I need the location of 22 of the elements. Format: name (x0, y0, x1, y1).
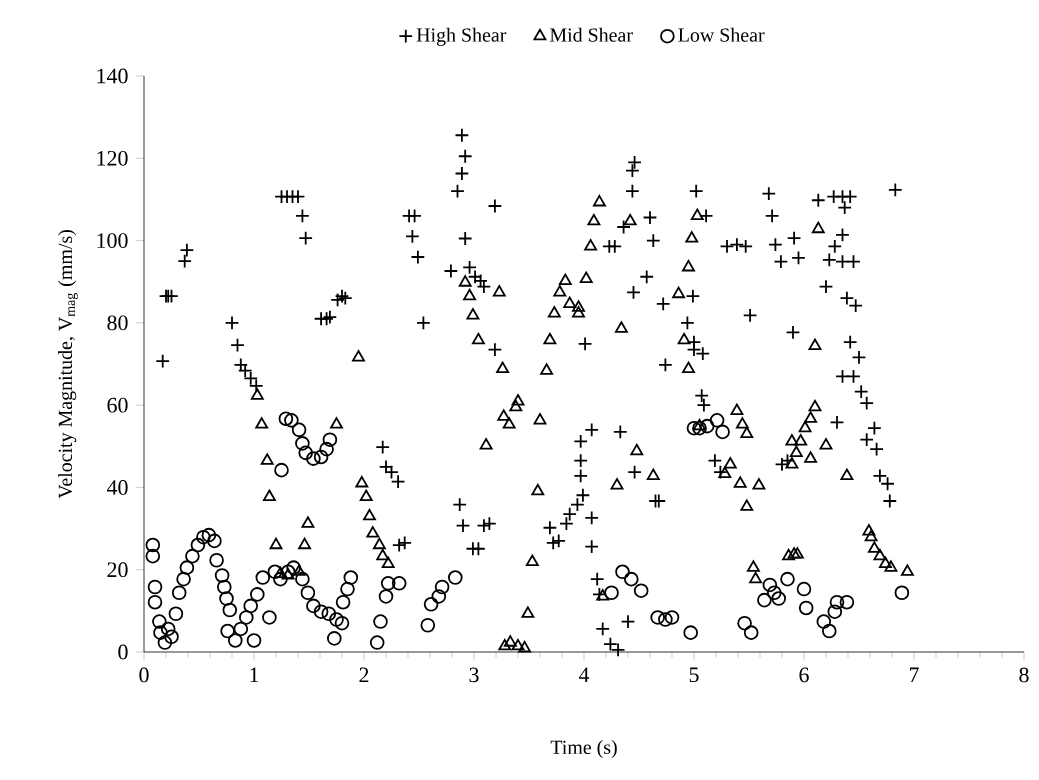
y-axis-title: Velocity Magnitude, V$_{mag}$ (mm/s) (58, 230, 78, 499)
legend-label: High Shear (416, 27, 507, 46)
legend-label: Low Shear (678, 27, 765, 42)
legend-label: Mid Shear (549, 27, 633, 42)
y-tick-label: 120 (97, 150, 128, 166)
x-tick-label: 6 (799, 667, 809, 683)
y-tick-label: 140 (97, 68, 128, 84)
y-tick-label: 0 (118, 644, 128, 660)
x-tick-label: 2 (359, 667, 369, 683)
x-tick-label: 3 (469, 667, 479, 683)
x-tick-label: 7 (909, 667, 919, 682)
x-tick-label: 1 (250, 667, 259, 683)
x-axis-title: Time (s) (550, 740, 617, 759)
y-tick-label: 20 (107, 562, 128, 578)
y-tick-label: 100 (97, 233, 128, 248)
y-tick-label: 80 (107, 315, 128, 331)
y-tick-label: 60 (107, 397, 128, 413)
x-tick-label: 4 (578, 667, 590, 682)
x-tick-label: 5 (689, 667, 699, 683)
y-tick-label: 40 (106, 480, 128, 495)
x-tick-label: 0 (139, 667, 149, 683)
x-tick-label: 8 (1019, 667, 1029, 683)
